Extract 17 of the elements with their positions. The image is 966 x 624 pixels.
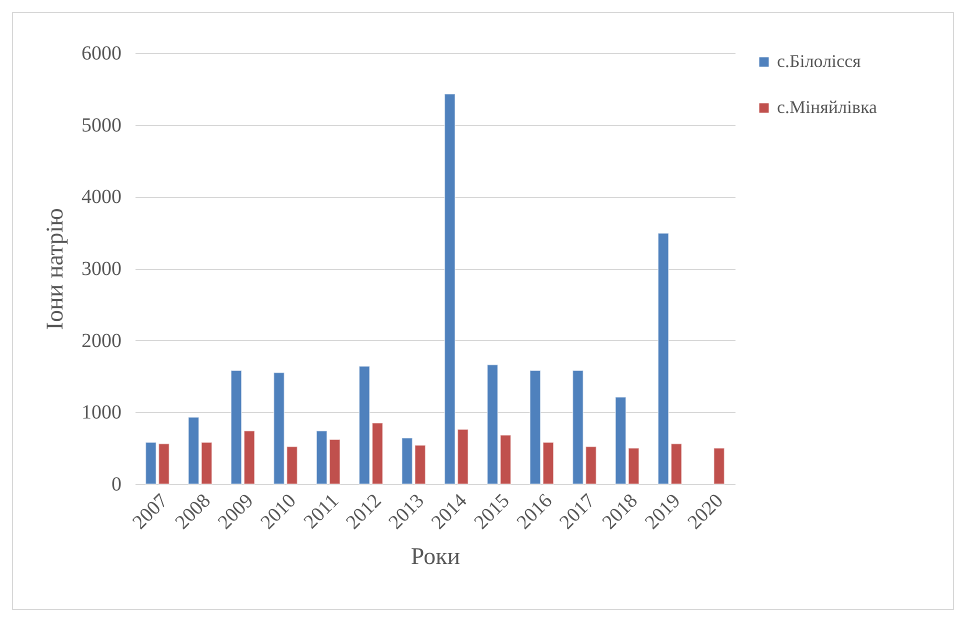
- y-tick-label: 6000: [82, 42, 122, 64]
- y-tick-label: 2000: [82, 330, 122, 352]
- x-tick-label: 2011: [300, 490, 344, 534]
- y-axis-title: Іони натрію: [42, 208, 68, 330]
- y-tick-label: 0: [112, 474, 122, 496]
- bar: [713, 448, 725, 484]
- y-tick-label: 3000: [82, 258, 122, 280]
- y-tick-label: 4000: [82, 186, 122, 208]
- legend-label: с.Міняйлівка: [777, 97, 877, 117]
- y-tick-label: 1000: [82, 402, 122, 424]
- bar: [572, 370, 584, 484]
- legend-label: с.Білолісся: [777, 51, 861, 71]
- bar: [286, 446, 298, 484]
- bar: [585, 446, 597, 484]
- y-tick-label: 5000: [82, 114, 122, 136]
- bar: [273, 372, 285, 484]
- x-axis-title: Роки: [410, 544, 460, 570]
